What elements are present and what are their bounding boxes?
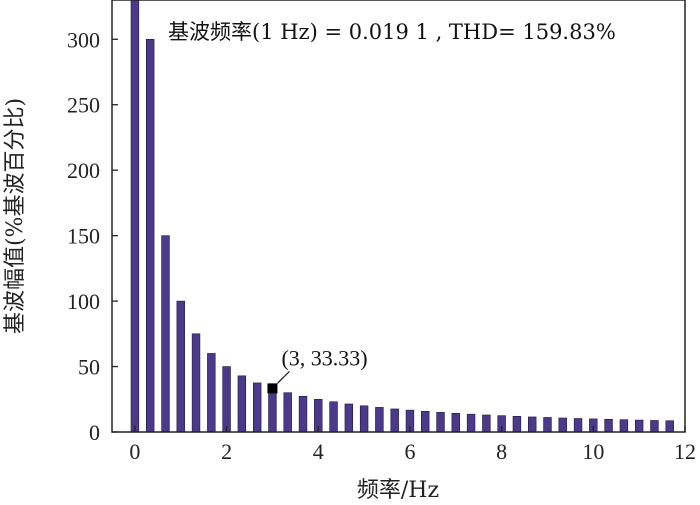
bar bbox=[191, 333, 201, 433]
bar bbox=[161, 235, 170, 433]
bar bbox=[619, 419, 629, 433]
bar bbox=[512, 415, 522, 433]
bar bbox=[222, 366, 231, 433]
x-tick-label: 2 bbox=[221, 439, 232, 464]
annotation-leader-line bbox=[277, 370, 290, 384]
bar bbox=[283, 392, 292, 433]
bar bbox=[451, 412, 460, 433]
bar bbox=[558, 417, 567, 433]
bar bbox=[543, 417, 552, 433]
y-tick-label: 150 bbox=[67, 224, 100, 249]
y-axis-title: 基波幅值(%基波百分比) bbox=[3, 98, 28, 334]
bar bbox=[329, 401, 338, 433]
chart-title: 基波频率(1 Hz) = 0.019 1 , THD= 159.83% bbox=[168, 20, 616, 44]
bar bbox=[390, 408, 399, 433]
x-tick-label: 4 bbox=[313, 439, 324, 464]
bar bbox=[237, 375, 247, 433]
x-axis-title: 频率/Hz bbox=[357, 478, 439, 503]
bar bbox=[665, 420, 674, 433]
plot-frame bbox=[111, 0, 686, 433]
bar bbox=[436, 412, 445, 433]
bar bbox=[375, 407, 384, 433]
bar bbox=[130, 0, 140, 433]
bar bbox=[466, 413, 476, 433]
bar bbox=[359, 405, 369, 433]
x-tick-label: 12 bbox=[674, 439, 696, 464]
x-tick-label: 8 bbox=[496, 439, 507, 464]
bar bbox=[268, 388, 277, 433]
x-tick-label: 10 bbox=[582, 439, 604, 464]
y-tick-label: 0 bbox=[89, 420, 100, 445]
x-tick-label: 0 bbox=[129, 439, 140, 464]
annotation-marker bbox=[267, 383, 278, 394]
bar bbox=[634, 419, 644, 433]
y-tick-label: 200 bbox=[67, 158, 100, 183]
bars-group bbox=[130, 0, 674, 433]
bar bbox=[145, 38, 155, 433]
bar bbox=[421, 411, 430, 433]
x-tick-label: 6 bbox=[404, 439, 415, 464]
bar bbox=[528, 416, 537, 433]
bar bbox=[482, 414, 491, 433]
y-tick-label: 300 bbox=[67, 27, 100, 52]
bar bbox=[252, 382, 262, 433]
bar bbox=[344, 403, 354, 433]
bar bbox=[298, 395, 308, 433]
y-tick-label: 50 bbox=[78, 355, 100, 380]
bar bbox=[604, 418, 613, 433]
bar bbox=[176, 300, 185, 433]
annotation-label: (3, 33.33) bbox=[281, 345, 367, 370]
bar bbox=[573, 418, 583, 433]
ticks-group: 0 2 4 6 8 10 12 0 50 100 150 200 250 300 bbox=[67, 27, 696, 464]
bar bbox=[207, 353, 216, 433]
y-tick-label: 100 bbox=[67, 289, 100, 314]
y-tick-label: 250 bbox=[67, 93, 100, 118]
bar bbox=[650, 420, 659, 433]
